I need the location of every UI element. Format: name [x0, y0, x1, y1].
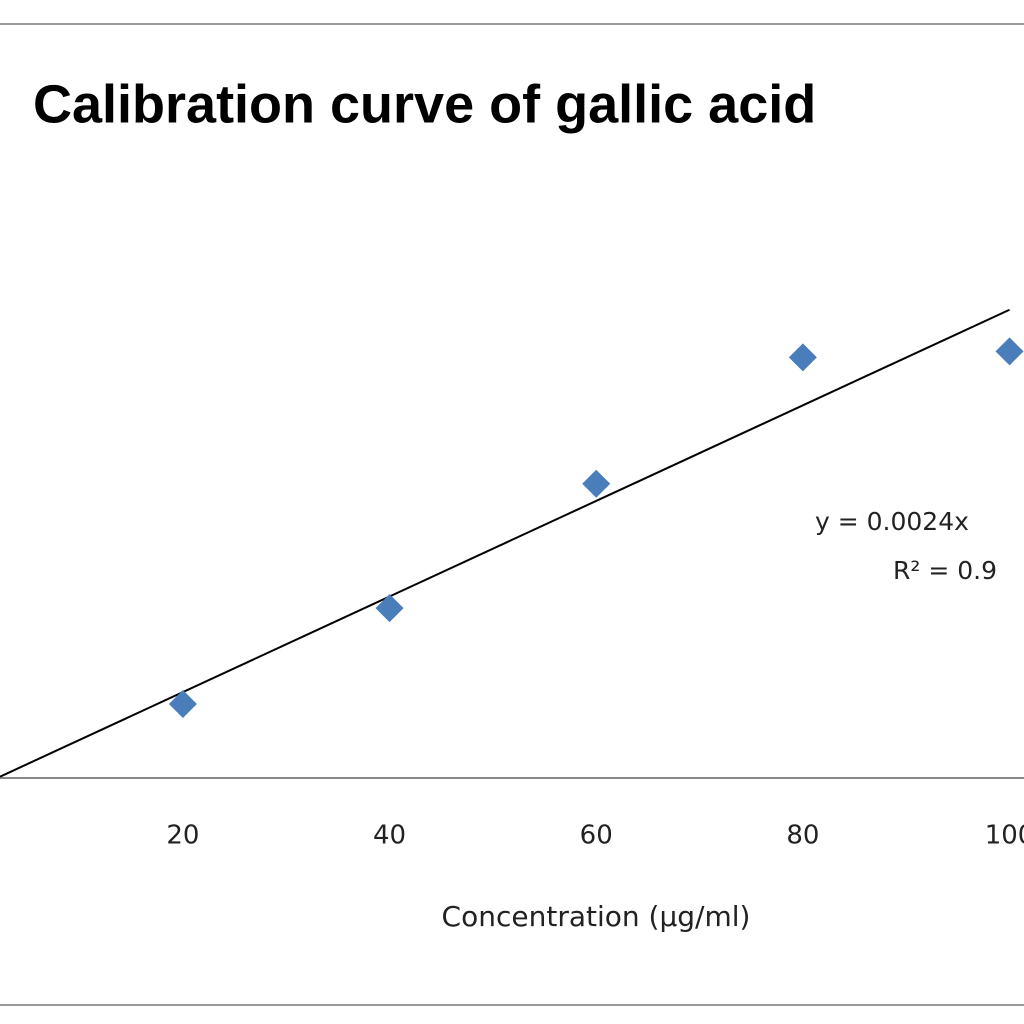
- x-tick-label: 60: [580, 821, 613, 851]
- data-point: [995, 337, 1024, 366]
- x-tick-label: 80: [786, 821, 819, 851]
- x-tick-label: 40: [373, 821, 406, 851]
- data-point: [788, 343, 817, 372]
- chart-title: Calibration curve of gallic acid: [33, 74, 816, 134]
- x-tick-label: 100: [985, 821, 1024, 851]
- trendline-equation: y = 0.0024x: [815, 507, 969, 536]
- trendline: [0, 308, 1010, 778]
- x-tick-label: 20: [166, 821, 199, 851]
- data-point: [375, 594, 404, 623]
- x-axis-title: Concentration (µg/ml): [442, 900, 751, 933]
- data-point: [168, 689, 197, 718]
- trendline-r2: R² = 0.9: [893, 556, 997, 585]
- data-point: [582, 469, 611, 498]
